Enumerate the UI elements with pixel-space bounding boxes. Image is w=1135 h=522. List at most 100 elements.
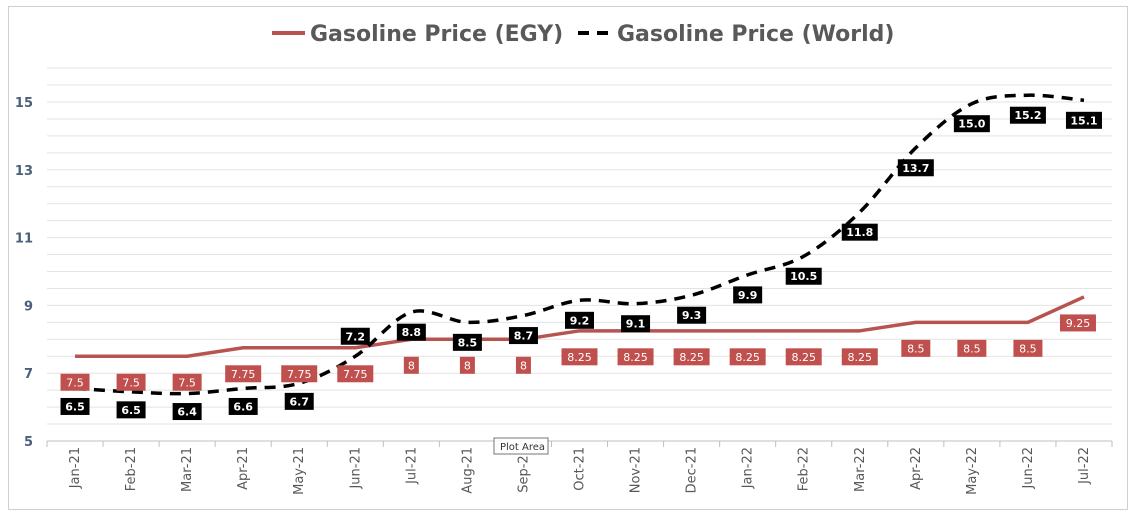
data-label-world-text: 10.5 — [790, 270, 817, 283]
data-label-world-box — [733, 286, 763, 304]
data-label-egy: 8.5 — [1013, 339, 1043, 357]
legend-label-egy: Gasoline Price (EGY) — [310, 22, 563, 47]
data-label-egy-box — [957, 339, 987, 357]
data-label-egy-text: 8.5 — [1019, 342, 1037, 355]
data-label-world: 9.1 — [621, 315, 651, 333]
data-label-world-box — [172, 403, 202, 421]
data-label-world-box — [228, 397, 258, 415]
data-label-world: 11.8 — [841, 223, 878, 241]
data-label-world-box — [841, 223, 878, 241]
x-tick-label: May-22 — [965, 447, 980, 495]
data-label-world-text: 11.8 — [846, 226, 873, 239]
data-label-egy-text: 7.5 — [122, 376, 140, 389]
data-label-egy-box — [561, 348, 598, 366]
data-label-world: 15.2 — [1009, 106, 1046, 124]
data-label-egy-box — [60, 373, 90, 391]
y-tick-label: 11 — [15, 232, 33, 247]
data-label-egy: 7.75 — [225, 365, 262, 383]
data-label-egy: 8.5 — [957, 339, 987, 357]
x-tick-label: Jul-21 — [404, 447, 419, 485]
data-label-egy: 8.5 — [901, 339, 931, 357]
data-label-world-box — [677, 306, 707, 324]
data-label-egy: 7.75 — [281, 365, 318, 383]
data-label-egy-text: 8.5 — [907, 342, 925, 355]
data-label-world-text: 8.5 — [458, 336, 478, 349]
x-tick-label: Jan-21 — [68, 447, 83, 489]
data-label-world: 15.0 — [953, 115, 990, 133]
data-label-world-box — [340, 327, 370, 345]
y-tick-label: 9 — [24, 299, 33, 314]
data-label-egy: 7.75 — [337, 365, 374, 383]
tooltip-text: Plot Area — [500, 442, 545, 453]
data-label-egy-text: 8.5 — [963, 342, 981, 355]
data-label-egy-text: 7.5 — [178, 376, 196, 389]
data-label-world: 9.3 — [677, 306, 707, 324]
y-tick-label: 13 — [15, 164, 33, 179]
y-tick-label: 5 — [24, 435, 33, 450]
data-label-world-box — [785, 267, 822, 285]
data-label-egy: 8 — [515, 356, 531, 374]
data-label-world-text: 8.8 — [402, 326, 422, 339]
data-label-egy-box — [281, 365, 318, 383]
series-lines — [74, 93, 1085, 396]
data-label-egy-text: 8 — [464, 359, 471, 372]
data-label-world: 6.5 — [60, 397, 90, 415]
data-label-world: 8.5 — [452, 333, 482, 351]
data-label-egy-text: 8 — [408, 359, 415, 372]
data-label-egy-box — [1059, 314, 1096, 332]
data-label-world-box — [621, 315, 651, 333]
data-label-egy-box — [841, 348, 878, 366]
data-label-egy: 8.25 — [841, 348, 878, 366]
y-tick-label: 7 — [24, 367, 33, 382]
data-label-egy: 8.25 — [785, 348, 822, 366]
x-tick-label: Feb-22 — [797, 447, 812, 491]
x-tick-label: Dec-21 — [685, 447, 700, 493]
data-label-world-box — [452, 333, 482, 351]
data-label-world: 6.5 — [116, 401, 146, 419]
x-tick-label: Apr-21 — [236, 447, 251, 490]
data-label-egy: 8 — [459, 356, 475, 374]
chart-frame — [8, 6, 1128, 510]
x-tick-label: May-21 — [292, 447, 307, 495]
data-label-egy-text: 8.25 — [623, 351, 648, 364]
data-label-egy-box — [225, 365, 262, 383]
y-axis: 5 7 9 11 13 15 — [15, 96, 33, 450]
data-label-world-box — [897, 159, 934, 177]
data-label-world-box — [1065, 111, 1102, 129]
data-label-egy-text: 7.75 — [287, 368, 312, 381]
data-label-world-text: 9.3 — [682, 309, 702, 322]
data-label-egy-text: 8.25 — [848, 351, 873, 364]
data-label-egy: 8.25 — [617, 348, 654, 366]
data-label-egy-text: 7.75 — [231, 368, 256, 381]
data-label-egy-box — [172, 373, 202, 391]
data-label-egy: 8 — [403, 356, 419, 374]
data-label-egy-text: 8 — [520, 359, 527, 372]
data-label-world-text: 8.7 — [514, 330, 534, 343]
data-label-egy: 7.5 — [172, 373, 202, 391]
data-label-world-text: 15.1 — [1070, 114, 1097, 127]
data-label-world-text: 15.2 — [1014, 109, 1041, 122]
data-label-world-box — [60, 397, 90, 415]
data-label-egy-box — [337, 365, 374, 383]
x-tick-label: Jun-22 — [1021, 447, 1036, 490]
x-tick-label: Sep-21 — [516, 447, 531, 493]
data-label-world: 7.2 — [340, 327, 370, 345]
data-label-world-text: 9.9 — [738, 289, 758, 302]
data-label-world: 6.7 — [284, 392, 314, 410]
data-label-egy-box — [459, 356, 475, 374]
data-label-egy: 9.25 — [1059, 314, 1096, 332]
data-label-world-text: 9.1 — [626, 318, 646, 331]
data-label-world: 15.1 — [1065, 111, 1102, 129]
data-label-world-text: 13.7 — [902, 162, 929, 175]
x-tick-label: Apr-22 — [909, 447, 924, 490]
data-label-egy-text: 8.25 — [679, 351, 704, 364]
data-label-egy: 7.5 — [60, 373, 90, 391]
x-axis: Jan-21 Feb-21 Mar-21 Apr-21 May-21 Jun-21 Jul-… — [46, 440, 1113, 495]
x-tick-label: Feb-21 — [124, 447, 139, 491]
data-label-egy-box — [729, 348, 766, 366]
data-label-world-text: 6.5 — [121, 404, 141, 417]
data-label-world: 9.9 — [733, 286, 763, 304]
data-label-egy-text: 8.25 — [567, 351, 592, 364]
data-label-egy-box — [1013, 339, 1043, 357]
